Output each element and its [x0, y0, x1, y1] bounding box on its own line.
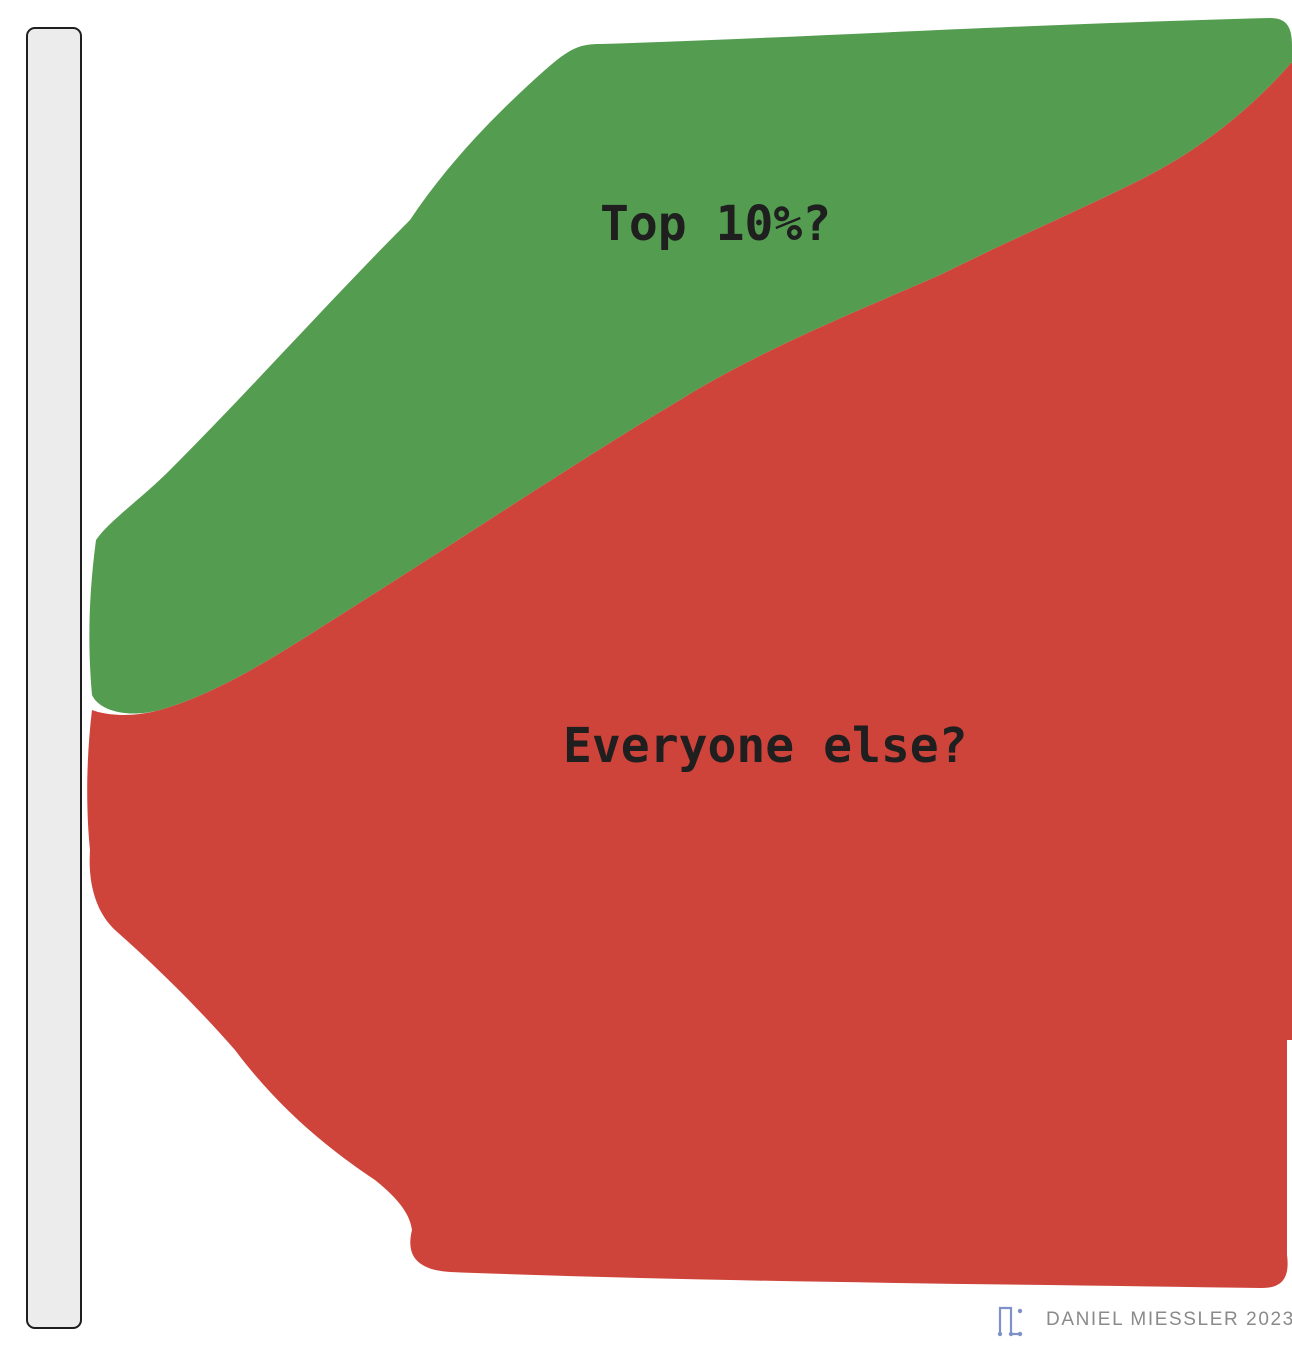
top-group-label: Top 10%?	[600, 196, 832, 252]
vertical-bar	[26, 27, 82, 1329]
daniel-miessler-logo-icon	[996, 1303, 1026, 1337]
watermark: DANIEL MIESSLER 2023	[996, 1302, 1292, 1338]
credit-text: DANIEL MIESSLER 2023	[1046, 1309, 1292, 1330]
everyone-else-region	[87, 44, 1292, 1288]
top-group-region	[89, 18, 1292, 714]
everyone-else-label: Everyone else?	[563, 718, 968, 774]
